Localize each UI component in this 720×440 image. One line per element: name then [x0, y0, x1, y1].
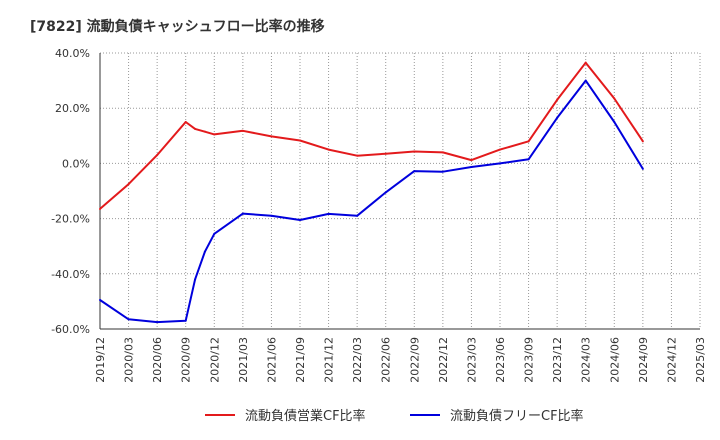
- data-point: [527, 158, 530, 161]
- data-point: [441, 151, 444, 154]
- x-tick-label: 2019/12: [94, 337, 107, 383]
- data-point: [499, 148, 501, 151]
- x-tick-label: 2024/09: [637, 337, 650, 383]
- data-point: [299, 218, 301, 221]
- data-point: [99, 207, 101, 210]
- x-tick-label: 2024/03: [580, 337, 593, 383]
- x-tick-label: 2022/06: [380, 337, 393, 383]
- x-tick-label: 2022/09: [408, 337, 421, 383]
- data-point: [413, 170, 416, 173]
- x-tick-label: 2020/03: [123, 337, 136, 383]
- data-point: [241, 212, 244, 215]
- y-tick-label: 40.0%: [55, 47, 90, 60]
- x-tick-label: 2020/06: [151, 337, 164, 383]
- data-point: [213, 133, 216, 136]
- x-tick-label: 2020/09: [180, 337, 193, 383]
- data-point: [203, 130, 206, 133]
- data-point: [356, 214, 359, 217]
- data-point: [156, 321, 159, 324]
- data-point: [641, 140, 644, 143]
- data-point: [184, 319, 187, 322]
- y-tick-label: -20.0%: [51, 213, 90, 226]
- legend: 流動負債営業CF比率 流動負債フリーCF比率: [205, 408, 584, 424]
- x-tick-label: 2023/12: [551, 337, 564, 383]
- data-point: [441, 170, 444, 173]
- data-point: [356, 154, 359, 157]
- data-point: [499, 162, 501, 165]
- data-point: [184, 121, 187, 123]
- data-point: [127, 183, 130, 186]
- data-point: [194, 278, 197, 281]
- y-tick-label: 20.0%: [55, 102, 90, 115]
- data-point: [613, 121, 616, 123]
- data-point: [641, 167, 644, 170]
- chart-title: [7822] 流動負債キャッシュフロー比率の推移: [30, 18, 325, 35]
- series-line-2: [99, 79, 644, 324]
- x-tick-label: 2024/12: [665, 337, 678, 383]
- data-point: [556, 116, 559, 119]
- x-tick-label: 2020/12: [208, 337, 221, 383]
- data-point: [527, 140, 530, 143]
- x-tick-label: 2025/03: [694, 337, 707, 383]
- data-point: [470, 165, 473, 168]
- data-point: [127, 318, 130, 321]
- x-tick-label: 2021/03: [237, 337, 250, 383]
- data-point: [203, 250, 206, 253]
- data-point: [270, 135, 273, 138]
- x-tick-label: 2023/03: [465, 337, 478, 383]
- data-point: [241, 129, 244, 132]
- data-point: [299, 139, 301, 142]
- data-point: [194, 127, 197, 130]
- data-point: [384, 191, 387, 194]
- x-tick-label: 2022/12: [437, 337, 450, 383]
- data-point: [470, 159, 473, 162]
- data-point: [413, 150, 416, 153]
- x-tick-label: 2021/06: [265, 337, 278, 383]
- grid-layer: [100, 52, 701, 330]
- data-point: [584, 61, 587, 64]
- data-point: [613, 97, 616, 100]
- data-point: [584, 79, 587, 82]
- data-point: [327, 212, 330, 215]
- y-tick-label: -40.0%: [51, 268, 90, 281]
- x-tick-label: 2021/12: [323, 337, 336, 383]
- x-tick-label: 2022/03: [351, 337, 364, 383]
- plot-area: [100, 53, 700, 329]
- y-tick-label: -60.0%: [51, 323, 90, 336]
- data-point: [156, 154, 159, 157]
- series-line-1: [99, 61, 644, 210]
- data-point: [327, 148, 330, 151]
- data-point: [213, 232, 216, 235]
- data-point: [384, 152, 387, 155]
- data-point: [270, 214, 273, 217]
- series-layer: [99, 61, 644, 324]
- x-tick-label: 2023/06: [494, 337, 507, 383]
- x-tick-label: 2023/09: [523, 337, 536, 383]
- axis-layer: 40.0% 20.0% 0.0% -20.0% -40.0% -60.0% 2019/12 2…: [51, 47, 707, 383]
- data-point: [556, 98, 559, 101]
- x-tick-label: 2024/06: [608, 337, 621, 383]
- legend-label-2: 流動負債フリーCF比率: [450, 408, 584, 424]
- x-tick-label: 2021/09: [294, 337, 307, 383]
- legend-label-1: 流動負債営業CF比率: [245, 408, 366, 424]
- data-point: [99, 299, 101, 302]
- y-tick-label: 0.0%: [62, 157, 90, 170]
